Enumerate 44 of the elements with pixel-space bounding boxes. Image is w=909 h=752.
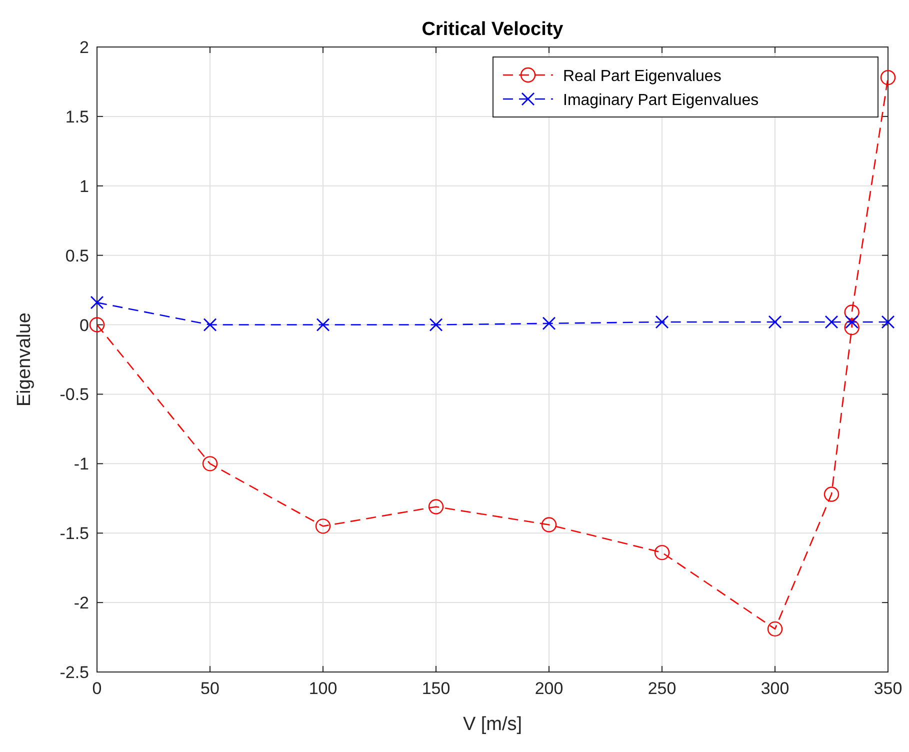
point	[824, 486, 840, 502]
point	[880, 70, 896, 86]
y-tick-label: -2.5	[60, 663, 89, 682]
chart-title: Critical Velocity	[422, 19, 564, 40]
point	[542, 316, 556, 330]
x-tick-label: 50	[200, 679, 220, 698]
y-tick-label: -0.5	[60, 385, 89, 404]
point	[768, 315, 782, 329]
y-tick-label: -1.5	[60, 524, 89, 544]
legend-label: Real Part Eigenvalues	[563, 68, 722, 85]
x-axis-title: V [m/s]	[462, 714, 522, 735]
y-tick-label: 1.5	[65, 107, 89, 126]
point	[845, 315, 859, 329]
point	[428, 499, 444, 514]
x-tick-label: 350	[874, 679, 902, 698]
point	[429, 318, 443, 332]
y-tick-label: 1	[80, 176, 89, 196]
point	[541, 517, 557, 532]
point	[824, 315, 838, 329]
point	[654, 544, 670, 560]
point	[90, 296, 104, 310]
x-tick-label: 0	[92, 679, 102, 698]
x-tick-label: 250	[648, 679, 676, 698]
point	[89, 317, 105, 332]
y-tick-label: -1	[74, 454, 89, 474]
point	[767, 621, 783, 637]
point	[844, 304, 860, 320]
x-tick-label: 150	[422, 679, 450, 698]
x-tick-label: 100	[308, 679, 338, 698]
point	[881, 315, 895, 329]
x-tick-label: 200	[534, 679, 564, 698]
y-tick-label: 0	[80, 316, 89, 335]
point	[315, 518, 331, 534]
point	[203, 318, 217, 332]
point	[202, 456, 218, 472]
y-axis-title: Eigenvalue	[14, 312, 35, 407]
point	[844, 320, 860, 336]
point	[655, 315, 669, 329]
x-tick-label: 300	[760, 679, 790, 698]
point	[316, 318, 330, 332]
legend-label: Imaginary Part Eigenvalues	[563, 92, 759, 109]
y-tick-label: 0.5	[65, 246, 89, 266]
y-tick-label: 2	[80, 38, 89, 57]
y-tick-label: -2	[74, 594, 89, 613]
